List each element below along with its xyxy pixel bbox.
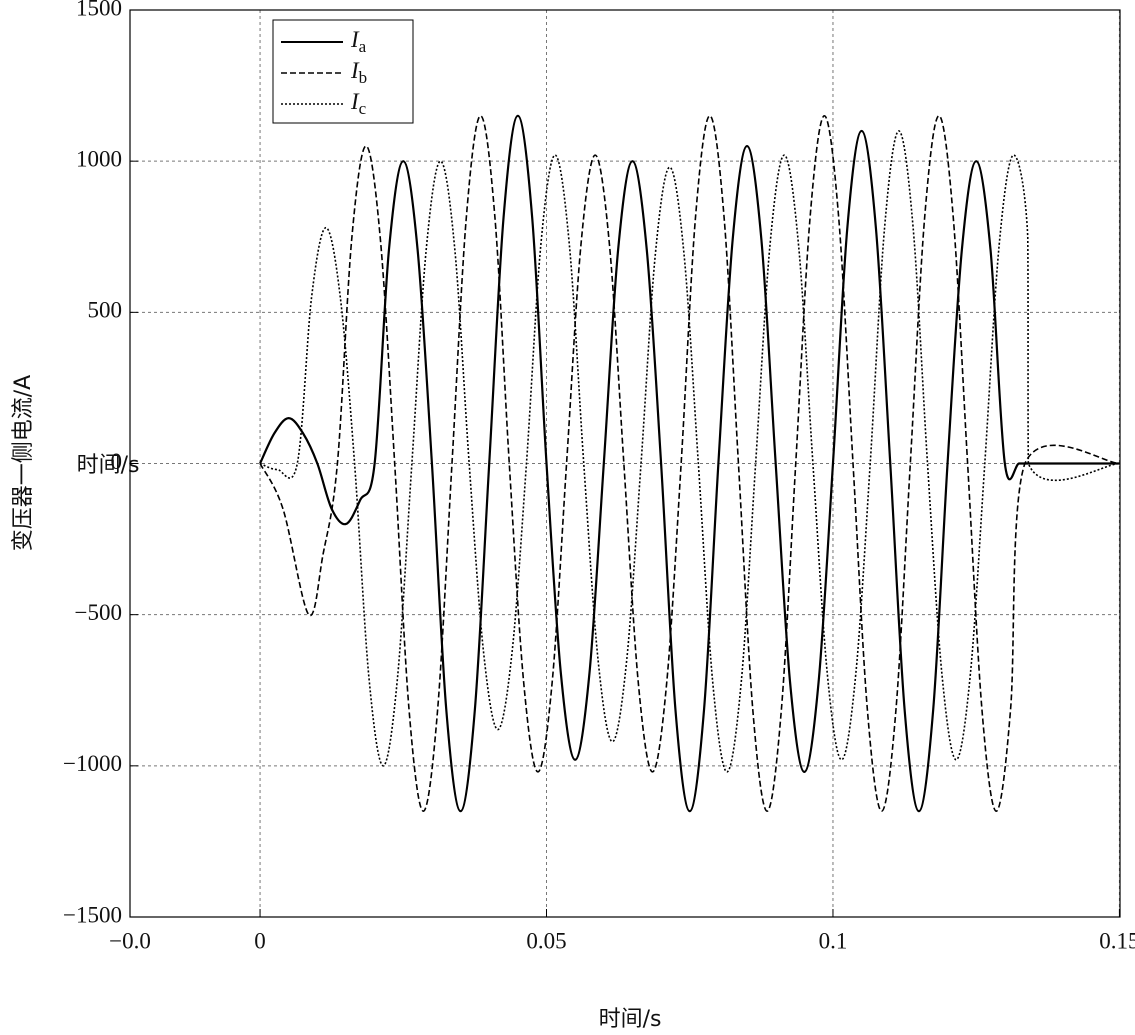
x-tick-label: 0.15	[1099, 928, 1135, 953]
y-tick-label: −500	[75, 600, 122, 625]
y-tick-label: −1000	[63, 751, 122, 776]
y-tick-label: 1000	[76, 146, 122, 171]
x-tick-label: 0.05	[526, 928, 566, 953]
legend-box	[272, 19, 414, 124]
legend-label: Ic	[350, 89, 367, 118]
y-axis-label: 变压器一侧电流/A	[11, 375, 36, 551]
annotation: 时间/s	[77, 453, 140, 478]
y-tick-label: 500	[88, 298, 123, 323]
data-line	[259, 114, 1120, 813]
x-tick-label: −0.0	[109, 928, 151, 953]
legend-label: Ia	[350, 27, 367, 56]
y-tick-label: −1500	[63, 902, 122, 927]
data-line	[259, 115, 1120, 812]
data-line	[259, 130, 1120, 773]
y-tick-label: 1500	[76, 0, 122, 20]
y-tick-label: 0	[111, 449, 123, 474]
x-axis-label: 时间/s	[599, 1007, 662, 1032]
legend-label: Ib	[350, 58, 367, 87]
plot-frame	[129, 9, 1121, 918]
x-tick-label: 0	[254, 928, 266, 953]
x-tick-label: 0.1	[819, 928, 848, 953]
